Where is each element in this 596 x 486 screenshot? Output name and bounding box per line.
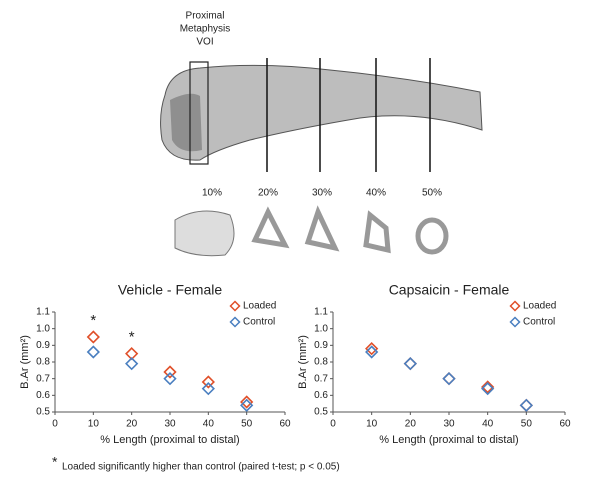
data-point <box>519 398 533 412</box>
y-tick-label: 1.1 <box>36 307 50 318</box>
data-point <box>163 365 177 379</box>
data-point <box>201 375 215 389</box>
section-label: 40% <box>366 188 386 199</box>
y-tick-label: 1.0 <box>36 323 50 334</box>
bone-illustration <box>160 58 483 257</box>
legend-marker <box>509 316 521 328</box>
data-point <box>240 398 254 412</box>
x-tick-label: 10 <box>88 419 100 430</box>
legend-label: Loaded <box>523 301 556 312</box>
chart-title: Vehicle - Female <box>118 282 222 298</box>
x-tick-label: 40 <box>203 419 215 430</box>
y-axis-label: B.Ar (mm²) <box>297 335 309 389</box>
y-tick-label: 0.5 <box>36 407 50 418</box>
x-tick-label: 20 <box>405 419 417 430</box>
y-axis-label: B.Ar (mm²) <box>19 335 31 389</box>
data-point <box>86 330 100 344</box>
x-tick-label: 60 <box>559 419 571 430</box>
x-tick-label: 30 <box>164 419 176 430</box>
x-tick-label: 40 <box>482 419 494 430</box>
x-axis-label: % Length (proximal to distal) <box>379 434 518 446</box>
section-label: 30% <box>312 188 332 199</box>
data-point <box>442 372 456 386</box>
voi-label: Proximal Metaphysis VOI <box>180 11 231 48</box>
legend-marker <box>229 300 241 312</box>
x-tick-label: 50 <box>521 419 533 430</box>
x-axis-label: % Length (proximal to distal) <box>100 434 239 446</box>
legend-marker <box>509 300 521 312</box>
section-label: 20% <box>258 188 278 199</box>
y-tick-label: 1.0 <box>314 323 328 334</box>
voi-label-line: Metaphysis <box>180 24 231 35</box>
x-tick-label: 0 <box>330 419 336 430</box>
significance-marker: * <box>90 312 96 329</box>
data-point <box>481 382 495 396</box>
y-tick-label: 1.1 <box>314 307 328 318</box>
data-point <box>403 357 417 371</box>
x-tick-label: 10 <box>366 419 378 430</box>
data-point <box>163 372 177 386</box>
y-tick-label: 0.8 <box>314 357 328 368</box>
data-point <box>403 357 417 371</box>
x-tick-label: 20 <box>126 419 138 430</box>
x-tick-label: 0 <box>52 419 58 430</box>
legend-label: Control <box>523 317 555 328</box>
y-tick-label: 0.7 <box>36 373 50 384</box>
data-point <box>365 342 379 356</box>
legend-label: Control <box>243 317 275 328</box>
data-point <box>125 357 139 371</box>
y-tick-label: 0.8 <box>36 357 50 368</box>
x-tick-label: 50 <box>241 419 253 430</box>
footnote: Loaded significantly higher than control… <box>62 462 340 473</box>
data-point <box>240 395 254 409</box>
y-tick-label: 0.6 <box>36 390 50 401</box>
y-tick-label: 0.9 <box>314 340 328 351</box>
section-label: 10% <box>202 188 222 199</box>
voi-label-line: Proximal <box>186 11 225 22</box>
data-point <box>481 380 495 394</box>
data-point <box>365 345 379 359</box>
x-tick-label: 30 <box>443 419 455 430</box>
chart-title: Capsaicin - Female <box>389 282 510 298</box>
data-point <box>442 372 456 386</box>
data-point <box>201 382 215 396</box>
x-tick-label: 60 <box>279 419 291 430</box>
legend-label: Loaded <box>243 301 276 312</box>
section-label: 50% <box>422 188 442 199</box>
y-tick-label: 0.6 <box>314 390 328 401</box>
y-tick-label: 0.5 <box>314 407 328 418</box>
data-point <box>86 345 100 359</box>
y-tick-label: 0.9 <box>36 340 50 351</box>
legend-marker <box>229 316 241 328</box>
y-tick-label: 0.7 <box>314 373 328 384</box>
data-point <box>519 398 533 412</box>
significance-marker: * <box>129 329 135 346</box>
voi-label-line: VOI <box>196 37 213 48</box>
footnote-star: * <box>52 454 58 470</box>
